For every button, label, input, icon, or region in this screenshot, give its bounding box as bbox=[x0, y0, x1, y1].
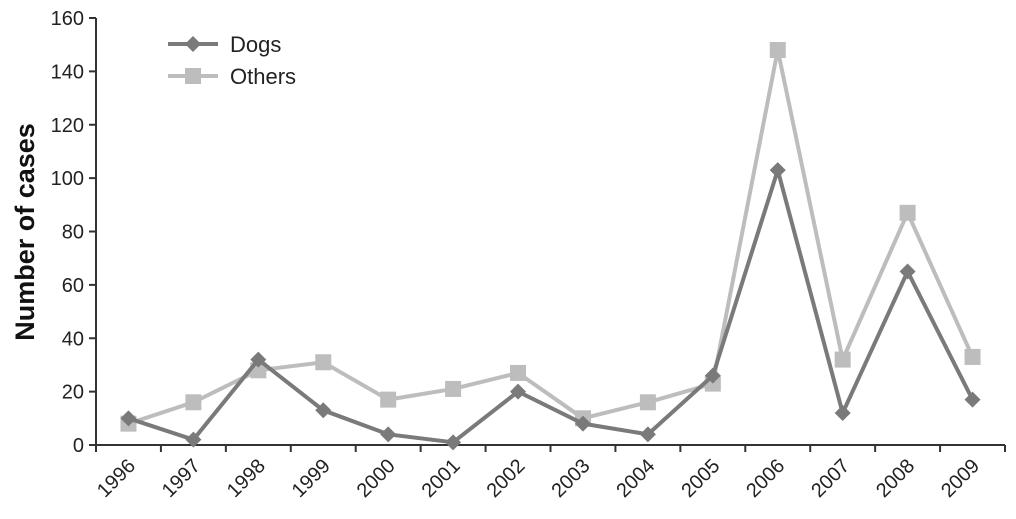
data-point-diamond bbox=[574, 415, 591, 432]
series-dogs bbox=[120, 162, 981, 451]
data-point-square bbox=[185, 394, 202, 411]
data-point-diamond bbox=[899, 263, 916, 280]
data-point-diamond bbox=[315, 402, 332, 419]
y-tick-label: 60 bbox=[62, 275, 84, 297]
data-point-diamond bbox=[639, 426, 656, 443]
data-point-diamond bbox=[120, 410, 137, 427]
data-point-diamond bbox=[964, 391, 981, 408]
data-point-diamond bbox=[510, 383, 527, 400]
x-tick-label: 2002 bbox=[483, 455, 530, 502]
y-ticks: 0 20 40 60 80 100 120 140 160 bbox=[51, 8, 96, 457]
data-point-square bbox=[899, 204, 916, 221]
x-tick-label: 2000 bbox=[353, 455, 400, 502]
y-tick-label: 40 bbox=[62, 328, 84, 350]
x-tick-label: 2009 bbox=[937, 455, 984, 502]
y-tick-label: 20 bbox=[62, 382, 84, 404]
x-tick-label: 1996 bbox=[93, 455, 140, 502]
data-point-square bbox=[380, 391, 397, 408]
y-tick-label: 160 bbox=[51, 8, 84, 30]
series-line bbox=[127, 162, 975, 445]
y-tick-label: 120 bbox=[51, 115, 84, 137]
legend-label: Dogs bbox=[230, 32, 281, 57]
x-tick-label: 1997 bbox=[158, 455, 205, 502]
legend-marker-square bbox=[185, 68, 201, 84]
x-tick-label: 2004 bbox=[612, 455, 659, 502]
data-point-diamond bbox=[769, 162, 786, 179]
y-axis-label: Number of cases bbox=[10, 123, 40, 341]
legend-marker-diamond bbox=[185, 36, 201, 52]
data-point-square bbox=[315, 354, 332, 371]
x-tick-label: 2007 bbox=[807, 455, 854, 502]
legend: Dogs Others bbox=[168, 32, 296, 89]
x-tick-label: 2006 bbox=[742, 455, 789, 502]
y-tick-label: 140 bbox=[51, 61, 84, 83]
x-tick-label: 1998 bbox=[223, 455, 270, 502]
x-tick-label: 2005 bbox=[677, 455, 724, 502]
data-point-square bbox=[834, 351, 851, 368]
legend-label: Others bbox=[230, 64, 296, 89]
data-point-square bbox=[639, 394, 656, 411]
data-point-diamond bbox=[834, 404, 851, 421]
x-ticks: 1996 1997 1998 1999 2000 2001 2002 2003 2004 2005… bbox=[93, 445, 1006, 502]
series-layer bbox=[120, 42, 981, 451]
x-tick-label: 2008 bbox=[872, 455, 919, 502]
data-point-diamond bbox=[185, 431, 202, 448]
data-point-diamond bbox=[250, 351, 267, 368]
data-point-square bbox=[510, 364, 527, 381]
data-point-square bbox=[964, 348, 981, 365]
x-tick-label: 2003 bbox=[547, 455, 594, 502]
data-point-diamond bbox=[704, 367, 721, 384]
data-point-diamond bbox=[380, 426, 397, 443]
y-tick-label: 0 bbox=[73, 435, 84, 457]
x-tick-label: 1999 bbox=[288, 455, 335, 502]
data-point-square bbox=[445, 380, 462, 397]
data-point-square bbox=[769, 42, 786, 59]
x-tick-label: 2001 bbox=[418, 455, 465, 502]
legend-item-dogs: Dogs bbox=[168, 32, 281, 57]
y-tick-label: 100 bbox=[51, 168, 84, 190]
y-tick-label: 80 bbox=[62, 222, 84, 244]
data-point-diamond bbox=[445, 434, 462, 451]
legend-item-others: Others bbox=[168, 64, 296, 89]
